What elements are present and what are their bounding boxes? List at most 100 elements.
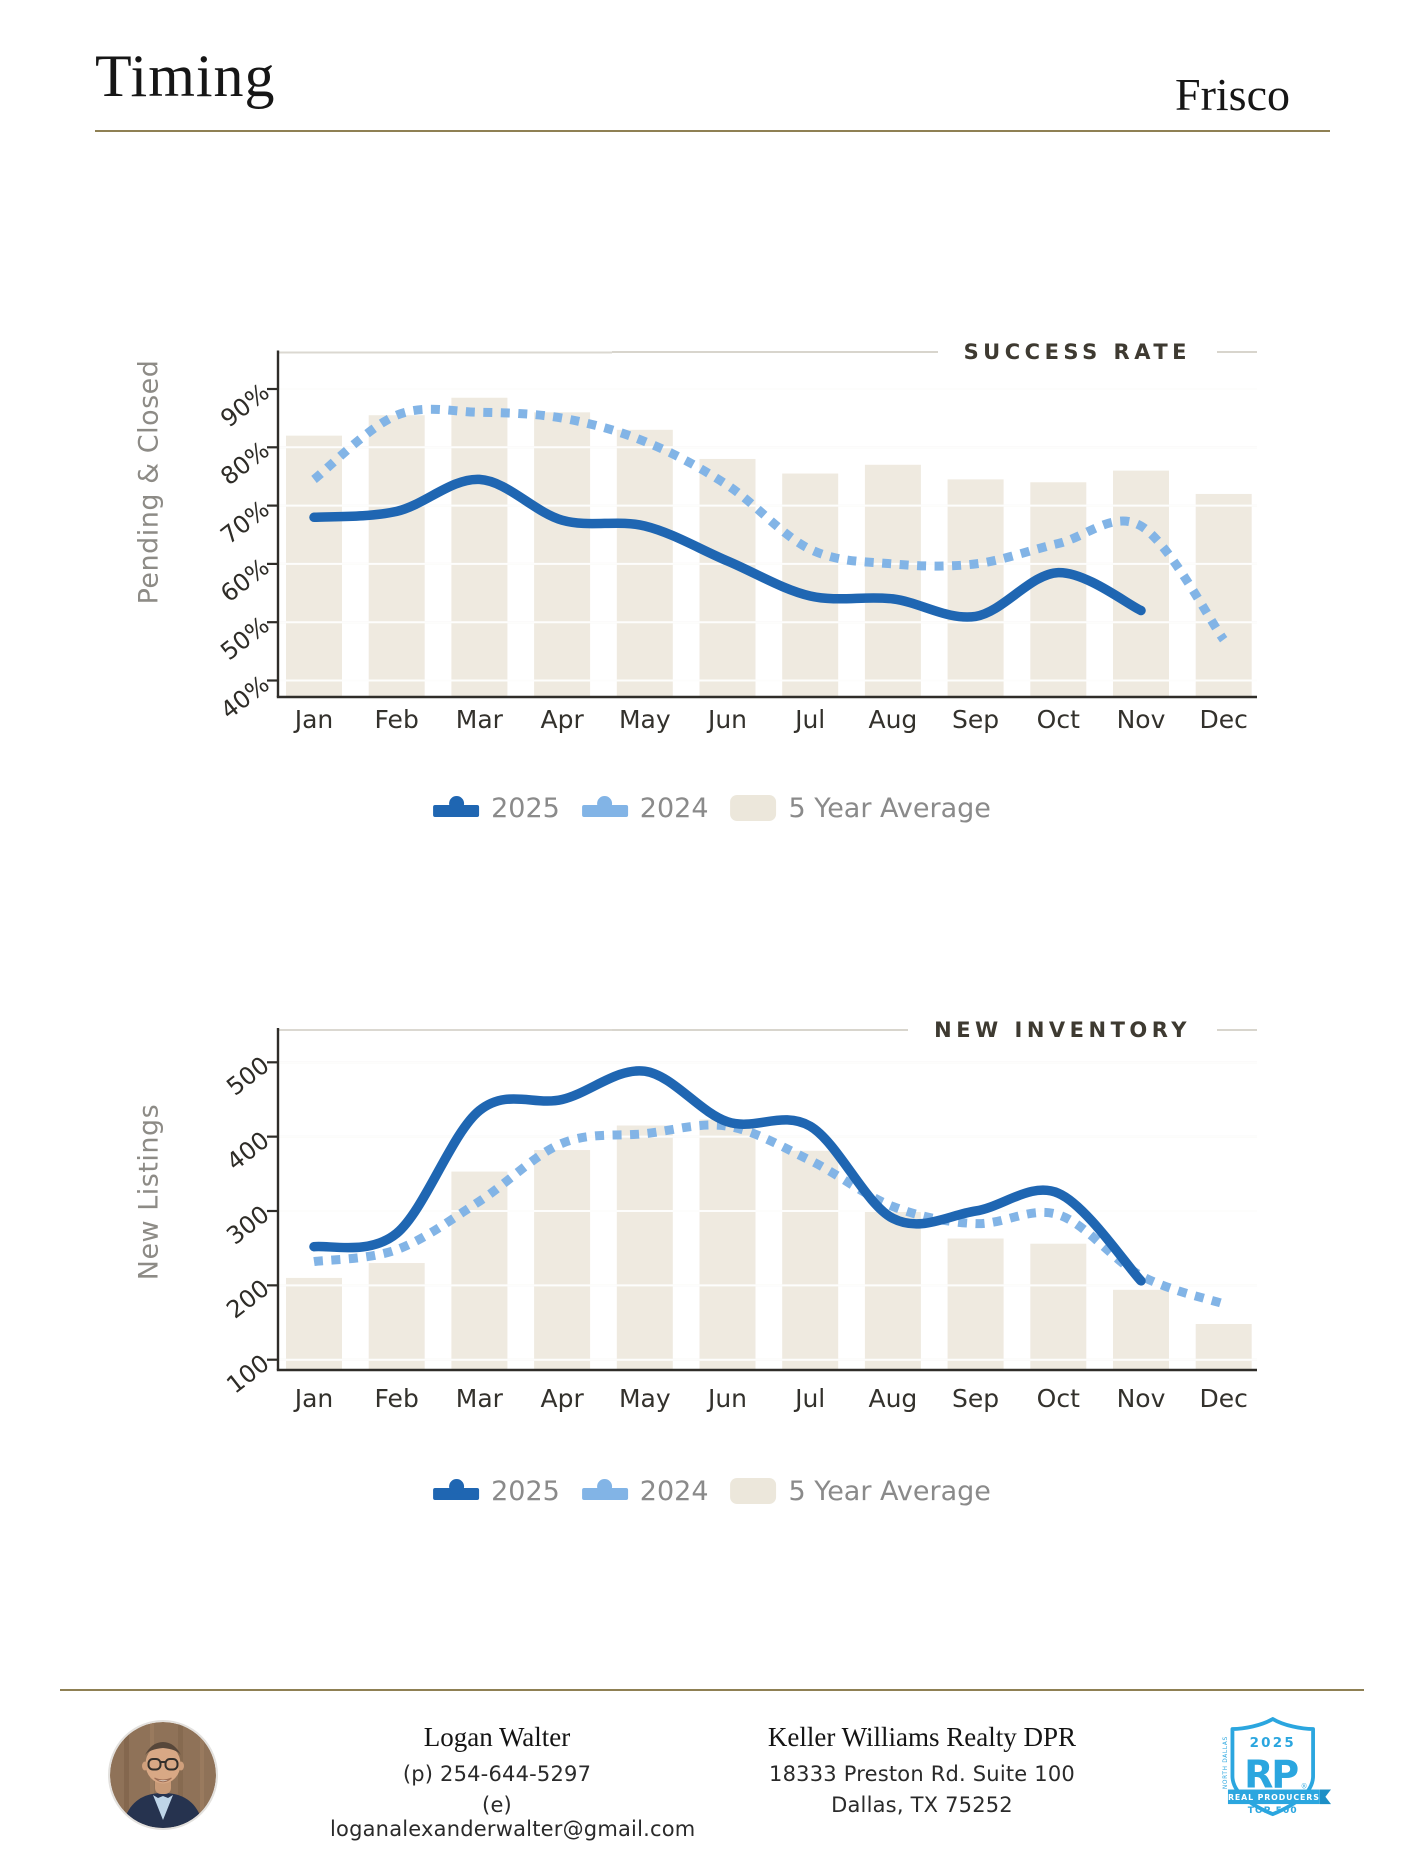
line-dot-marker-icon <box>581 796 628 817</box>
x-tick-label: Jan <box>294 705 334 734</box>
badge-region-label: NORTH DALLAS <box>1223 1736 1229 1789</box>
bar-swatch-icon <box>730 795 777 821</box>
avg-bar-mar <box>451 397 508 697</box>
avg-bar-jul <box>782 473 839 697</box>
x-tick-label: May <box>618 1384 671 1413</box>
avg-bar-aug <box>864 464 921 697</box>
office-name: Keller Williams Realty DPR <box>767 1722 1077 1752</box>
avg-bar-may <box>616 429 673 697</box>
avg-bar-mar <box>451 1171 508 1370</box>
x-tick-label: Mar <box>455 705 503 734</box>
title-line-left <box>612 1029 909 1031</box>
badge-ribbon-label: REAL PRODUCERS <box>1228 1793 1320 1802</box>
x-tick-label: May <box>618 705 671 734</box>
avatar <box>110 1722 216 1828</box>
legend-item-5yr-average: 5 Year Average <box>730 1476 991 1507</box>
x-tick-label: Mar <box>455 1384 503 1413</box>
agent-headshot-photo <box>108 1720 218 1830</box>
avg-bar-oct <box>1030 482 1087 697</box>
page-title: Timing <box>95 43 276 109</box>
title-line-left <box>612 351 938 353</box>
avg-bar-jul <box>782 1150 839 1370</box>
line-2024 <box>311 404 1228 643</box>
office-address-line2: Dallas, TX 75252 <box>831 1793 1013 1817</box>
x-tick-label: Jun <box>707 705 748 734</box>
header-divider <box>95 130 1330 132</box>
x-tick-label: Jun <box>707 1384 748 1413</box>
legend-success-rate: 2025 2024 5 Year Average <box>433 788 991 828</box>
y-axis-title-pending-closed: Pending & Closed <box>133 359 165 605</box>
agent-email: (e) loganalexanderwalter@gmail.com <box>330 1793 696 1841</box>
avg-bar-nov <box>1113 470 1169 697</box>
y-axis-title-new-listings: New Listings <box>133 1103 165 1281</box>
badge-initials: RP <box>1244 1752 1298 1796</box>
legend-item-5yr-average: 5 Year Average <box>730 793 991 824</box>
location-label: Frisco <box>1175 69 1290 120</box>
office-info: Keller Williams Realty DPR 18333 Preston… <box>750 1722 1094 1824</box>
x-tick-label: Dec <box>1199 1384 1248 1413</box>
bar-swatch-icon <box>730 1478 777 1504</box>
avg-bar-apr <box>534 412 591 697</box>
x-tick-label: Nov <box>1116 1384 1166 1413</box>
legend-item-2025: 2025 <box>433 793 560 824</box>
x-tick-label: Feb <box>374 1384 419 1413</box>
x-tick-label: Apr <box>540 1384 584 1413</box>
avg-bar-dec <box>1195 493 1252 697</box>
x-tick-label: Aug <box>868 1384 918 1413</box>
x-tick-label: Sep <box>952 705 1000 734</box>
x-tick-label: Apr <box>540 705 584 734</box>
agent-phone: (p) 254-644-5297 <box>402 1762 592 1786</box>
title-line-right <box>1217 351 1257 353</box>
avg-bar-jun <box>699 1119 756 1370</box>
avg-bar-dec <box>1195 1324 1252 1370</box>
x-tick-label: Oct <box>1036 705 1080 734</box>
badge-year: 2025 <box>1250 1736 1296 1751</box>
agent-info: Logan Walter (p) 254-644-5297 (e) logana… <box>330 1722 696 1848</box>
line-2025 <box>309 474 1146 622</box>
avg-bar-feb <box>368 415 425 697</box>
avg-bar-may <box>616 1125 673 1370</box>
footer-divider <box>60 1689 1364 1691</box>
avg-bar-oct <box>1030 1243 1087 1370</box>
legend-item-2024: 2024 <box>581 793 709 824</box>
x-tick-label: Aug <box>868 705 918 734</box>
avg-bar-jan <box>286 435 342 697</box>
line-2025 <box>309 1066 1146 1286</box>
legend-item-2025: 2025 <box>433 1476 560 1507</box>
chart-title-new-inventory: NEW INVENTORY <box>934 1018 1191 1042</box>
x-tick-label: Sep <box>952 1384 1000 1413</box>
office-address-line1: 18333 Preston Rd. Suite 100 <box>769 1762 1075 1786</box>
chart-title-row-new-inventory: NEW INVENTORY <box>612 1016 1257 1044</box>
line-2024 <box>313 1120 1226 1309</box>
badge-tier-label: TOP 500 <box>1248 1806 1298 1816</box>
avg-bar-feb <box>368 1263 425 1370</box>
chart-title-row-success-rate: SUCCESS RATE <box>612 338 1257 366</box>
x-tick-label: Feb <box>374 705 419 734</box>
avg-bar-sep <box>947 479 1004 697</box>
avg-bar-apr <box>534 1150 591 1370</box>
line-dot-marker-icon <box>581 1479 628 1500</box>
agent-name: Logan Walter <box>423 1722 571 1752</box>
line-dot-marker-icon <box>433 1479 480 1500</box>
x-tick-label: Jan <box>294 1384 334 1413</box>
legend-item-2024: 2024 <box>581 1476 709 1507</box>
badge-registered-mark: ® <box>1301 1782 1308 1790</box>
title-line-right <box>1217 1029 1257 1031</box>
x-tick-label: Jul <box>795 1384 826 1413</box>
chart-title-success-rate: SUCCESS RATE <box>963 340 1191 364</box>
x-tick-label: Jul <box>795 705 826 734</box>
x-tick-label: Oct <box>1036 1384 1080 1413</box>
x-tick-label: Dec <box>1199 705 1248 734</box>
legend-new-inventory: 2025 2024 5 Year Average <box>433 1471 991 1511</box>
x-tick-label: Nov <box>1116 705 1166 734</box>
avg-bar-aug <box>864 1211 921 1370</box>
avg-bar-jan <box>286 1277 342 1370</box>
rp-badge-icon: 2025 RP ® REAL PRODUCERS TOP 500 NORTH D… <box>1223 1717 1331 1817</box>
avg-bar-sep <box>947 1238 1004 1370</box>
line-dot-marker-icon <box>433 796 480 817</box>
avg-bar-jun <box>699 458 756 697</box>
real-producers-badge: 2025 RP ® REAL PRODUCERS TOP 500 NORTH D… <box>1219 1712 1331 1820</box>
avg-bar-nov <box>1113 1289 1169 1370</box>
